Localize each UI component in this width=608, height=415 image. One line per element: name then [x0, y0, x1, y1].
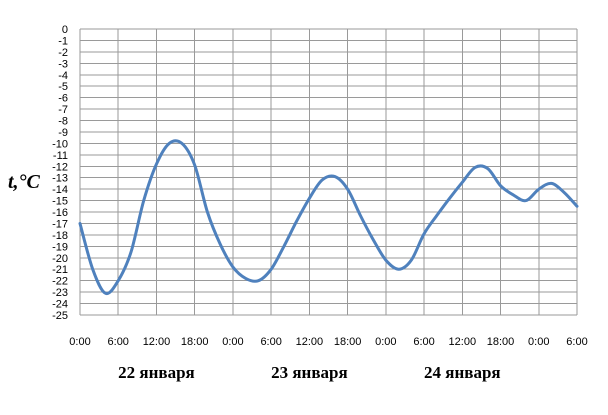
y-tick-label: -9 [58, 127, 68, 139]
y-tick-label: -11 [53, 150, 68, 162]
x-tick-label: 12:00 [449, 336, 477, 348]
y-tick-label: -23 [52, 287, 68, 299]
x-tick-label: 0:00 [222, 336, 243, 348]
x-tick-label: 6:00 [566, 336, 587, 348]
y-tick-label: -6 [58, 93, 68, 105]
y-tick-label: -5 [58, 81, 68, 93]
y-tick-label: -16 [52, 207, 68, 219]
y-tick-label: -18 [52, 230, 68, 242]
y-tick-label: -21 [52, 264, 68, 276]
x-tick-label: 6:00 [413, 336, 434, 348]
y-tick-label: -7 [58, 104, 68, 116]
day-label: 24 января [424, 363, 501, 382]
x-tick-label: 18:00 [181, 336, 209, 348]
day-label: 23 января [271, 363, 348, 382]
y-tick-label: -14 [52, 184, 68, 196]
y-tick-label: -19 [52, 241, 68, 253]
y-tick-label: -8 [58, 116, 68, 128]
x-tick-label: 0:00 [69, 336, 90, 348]
y-tick-label: -13 [52, 173, 68, 185]
x-tick-label: 18:00 [334, 336, 362, 348]
y-tick-label: -20 [52, 253, 68, 265]
x-tick-labels: 0:00 6:00 12:00 18:00 0:00 6:00 12:00 18:00 0:00… [69, 336, 587, 348]
y-tick-label: -22 [52, 276, 68, 288]
x-tick-label: 6:00 [260, 336, 281, 348]
x-tick-label: 6:00 [108, 336, 129, 348]
y-tick-label: -15 [52, 196, 68, 208]
y-tick-label: -25 [52, 310, 68, 322]
x-tick-label: 12:00 [296, 336, 324, 348]
day-labels: 22 января 23 января 24 января [118, 363, 500, 382]
y-tick-label: 0 [62, 24, 68, 36]
y-tick-label: -2 [58, 47, 68, 59]
y-tick-label: -17 [52, 218, 68, 230]
x-tick-label: 18:00 [487, 336, 515, 348]
y-axis-label: t,°C [8, 171, 41, 193]
y-tick-label: -3 [58, 58, 68, 70]
y-tick-labels: 0-1-2-3-4-5-6-7-8-9-10-11-12-13-14-15-16… [52, 24, 68, 322]
day-label: 22 января [118, 363, 195, 382]
x-tick-label: 0:00 [375, 336, 396, 348]
y-tick-label: -1 [58, 35, 68, 47]
x-tick-label: 12:00 [143, 336, 171, 348]
y-tick-label: -24 [52, 299, 68, 311]
y-tick-label: -12 [52, 161, 68, 173]
x-tick-label: 0:00 [528, 336, 549, 348]
y-tick-label: -4 [58, 70, 68, 82]
temperature-line [78, 139, 579, 296]
y-tick-label: -10 [52, 138, 68, 150]
